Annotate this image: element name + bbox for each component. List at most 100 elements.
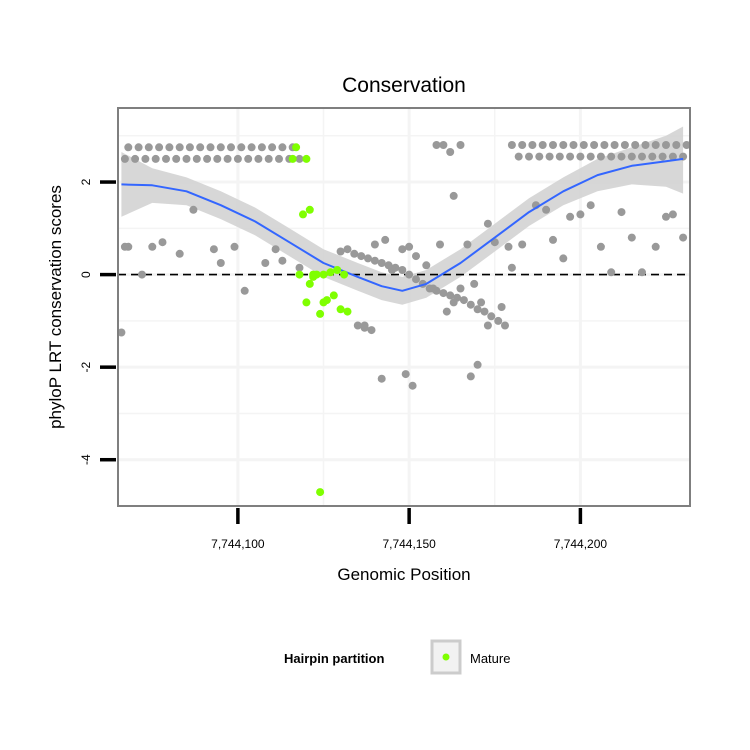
other-point: [377, 259, 386, 267]
mature-point: [336, 305, 345, 314]
mature-points-layer: [288, 143, 352, 497]
other-point: [456, 141, 465, 149]
y-axis-ticks: 2 0 -2 -4: [79, 178, 116, 465]
other-point: [278, 256, 287, 265]
other-point: [617, 208, 626, 217]
other-point: [237, 143, 246, 152]
other-point: [559, 141, 568, 149]
other-point: [518, 141, 527, 149]
other-point: [353, 321, 362, 330]
other-point: [586, 201, 595, 210]
other-point: [350, 249, 359, 258]
other-point: [223, 154, 232, 163]
smooth-fit-line: [121, 157, 684, 292]
confidence-ribbon-layer: [121, 126, 684, 305]
other-point: [494, 316, 503, 325]
other-point: [507, 263, 516, 272]
other-point: [566, 212, 575, 221]
other-point: [480, 307, 489, 316]
mature-point: [343, 307, 352, 316]
y-tick-label: -2: [79, 362, 93, 373]
other-point: [120, 242, 129, 251]
mature-point: [319, 270, 328, 279]
other-point: [165, 143, 174, 152]
other-point: [336, 247, 345, 256]
other-point: [367, 326, 376, 335]
other-point: [141, 154, 150, 163]
mature-point: [316, 309, 325, 318]
other-point: [487, 312, 496, 321]
mature-point: [302, 298, 311, 307]
other-point: [257, 143, 266, 152]
other-point: [569, 141, 578, 149]
x-axis-ticks: 7,744,100 7,744,150 7,744,200: [211, 508, 607, 551]
other-point: [590, 141, 599, 149]
other-point: [206, 143, 215, 152]
other-point: [148, 242, 157, 251]
other-point: [144, 143, 153, 152]
other-point: [175, 249, 184, 258]
other-point: [377, 374, 386, 383]
other-point: [620, 141, 629, 149]
smooth-line-layer: [121, 157, 684, 292]
other-point: [631, 141, 640, 149]
other-point: [261, 259, 270, 267]
other-point: [586, 152, 595, 161]
other-point: [429, 284, 438, 293]
other-point: [446, 291, 455, 300]
mature-point: [309, 272, 318, 281]
other-point: [185, 143, 194, 152]
mature-point: [305, 205, 314, 214]
other-point: [449, 191, 458, 200]
other-point: [641, 141, 650, 149]
other-point: [549, 235, 557, 244]
mature-point: [340, 270, 349, 279]
other-point: [408, 381, 417, 390]
other-point: [432, 141, 441, 149]
other-point: [343, 245, 352, 254]
other-point: [172, 154, 181, 163]
other-point: [596, 152, 605, 161]
legend: Hairpin partition Mature: [284, 639, 510, 675]
other-point: [131, 154, 140, 163]
other-point: [247, 143, 256, 152]
other-point: [682, 141, 691, 149]
other-point: [268, 143, 277, 152]
other-point: [213, 154, 222, 163]
other-point: [627, 152, 636, 161]
mature-point: [288, 154, 297, 163]
other-point: [175, 143, 184, 152]
other-point: [439, 141, 448, 149]
mature-point: [326, 268, 335, 277]
other-point: [545, 152, 554, 161]
other-point: [162, 154, 170, 163]
other-point: [227, 143, 235, 152]
other-point: [600, 141, 609, 149]
other-point: [668, 210, 677, 219]
chart-title: Conservation: [342, 74, 466, 97]
other-point: [538, 141, 547, 149]
y-tick-label: -4: [79, 454, 93, 465]
other-point: [295, 263, 304, 272]
legend-mature-dot-icon: [442, 653, 450, 661]
other-point: [668, 152, 677, 161]
other-point: [405, 270, 414, 279]
mature-point: [305, 279, 314, 288]
other-point: [370, 256, 379, 265]
other-point: [576, 210, 585, 219]
other-point: [463, 240, 472, 249]
other-point: [412, 252, 420, 261]
other-point: [542, 205, 551, 214]
other-point: [627, 233, 636, 242]
other-point: [566, 152, 575, 161]
other-point: [230, 242, 239, 251]
other-point: [470, 279, 479, 288]
other-point: [398, 266, 407, 274]
other-point: [559, 254, 568, 263]
other-point: [497, 303, 506, 311]
other-point: [466, 300, 475, 309]
other-point: [473, 305, 482, 314]
other-point: [596, 242, 605, 251]
y-tick-label: 2: [79, 178, 93, 185]
other-point: [651, 242, 660, 251]
